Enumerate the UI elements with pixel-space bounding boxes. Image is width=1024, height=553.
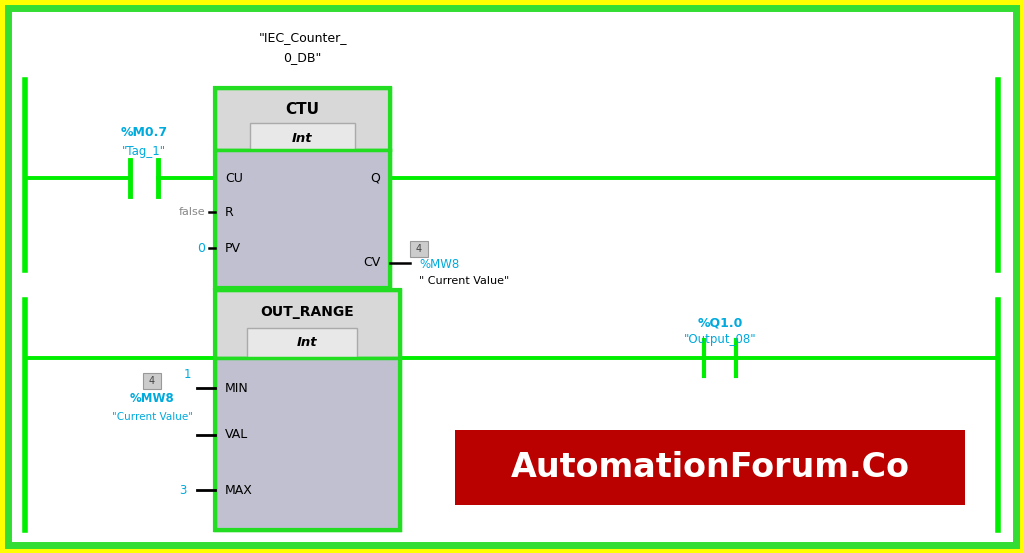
Text: CTU: CTU xyxy=(286,102,319,117)
Text: "Output_08": "Output_08" xyxy=(684,333,757,347)
Text: "IEC_Counter_: "IEC_Counter_ xyxy=(258,32,347,44)
Text: VAL: VAL xyxy=(225,429,248,441)
Text: " Current Value": " Current Value" xyxy=(419,276,509,286)
Bar xyxy=(215,290,400,530)
Text: Q: Q xyxy=(370,171,380,185)
Bar xyxy=(250,123,355,153)
Bar xyxy=(215,358,400,530)
Bar xyxy=(215,88,390,288)
Text: OUT_RANGE: OUT_RANGE xyxy=(261,305,354,319)
Text: R: R xyxy=(225,206,233,218)
Bar xyxy=(247,328,357,358)
Text: %MW8: %MW8 xyxy=(419,258,459,272)
Bar xyxy=(215,150,390,288)
Text: 4: 4 xyxy=(416,244,422,254)
Text: 0: 0 xyxy=(197,242,205,254)
Text: 0_DB": 0_DB" xyxy=(284,51,322,65)
Text: "Current Value": "Current Value" xyxy=(112,412,193,422)
Text: MIN: MIN xyxy=(225,382,249,394)
Text: %Q1.0: %Q1.0 xyxy=(697,316,742,330)
Text: %MW8: %MW8 xyxy=(130,393,174,405)
Text: PV: PV xyxy=(225,242,241,254)
Bar xyxy=(455,430,965,505)
Bar xyxy=(215,290,400,358)
Bar xyxy=(143,373,161,389)
Text: 1: 1 xyxy=(183,368,190,380)
Text: 3: 3 xyxy=(179,483,187,497)
Text: 4: 4 xyxy=(148,376,155,386)
Text: Int: Int xyxy=(292,132,312,144)
Text: %M0.7: %M0.7 xyxy=(121,126,168,138)
Text: "Tag_1": "Tag_1" xyxy=(122,145,166,159)
Text: false: false xyxy=(178,207,205,217)
Bar xyxy=(215,88,390,150)
Text: Int: Int xyxy=(297,336,317,349)
Bar xyxy=(410,241,428,257)
Text: AutomationForum.Co: AutomationForum.Co xyxy=(511,451,909,484)
Text: CU: CU xyxy=(225,171,243,185)
Text: MAX: MAX xyxy=(225,483,253,497)
Text: CV: CV xyxy=(362,257,380,269)
